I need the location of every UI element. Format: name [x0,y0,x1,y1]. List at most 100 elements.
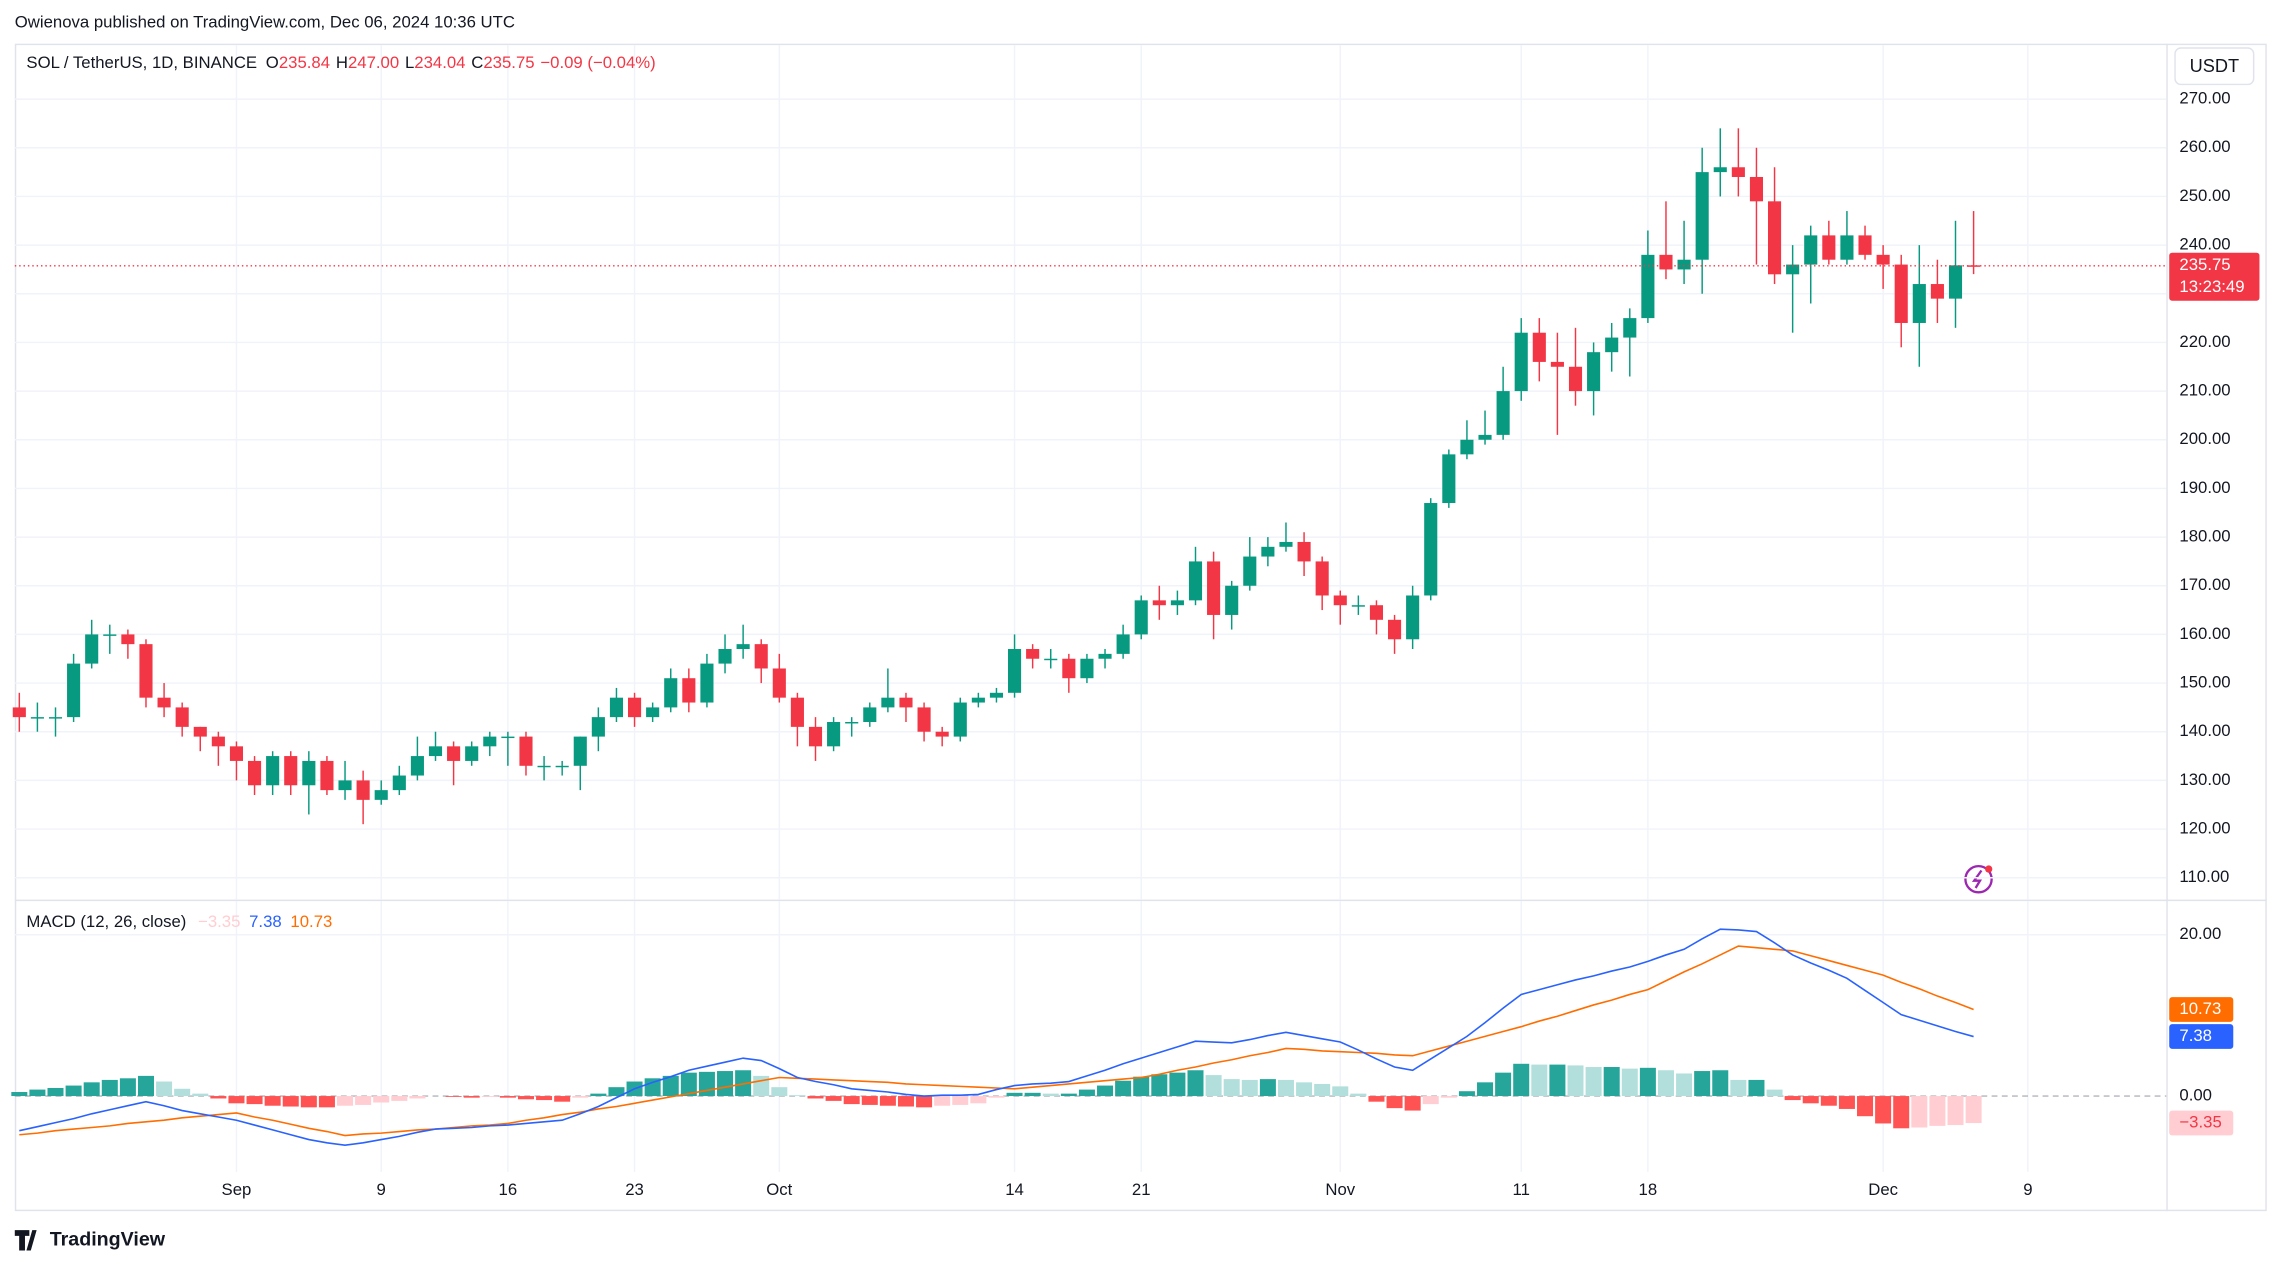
alert-icon[interactable] [1964,864,1993,894]
histogram-bar [680,1072,697,1097]
y-tick-label: 270.00 [2179,89,2230,108]
histogram-bar [1712,1070,1729,1097]
histogram-bar [1531,1064,1548,1097]
candle-body [1243,556,1257,586]
candle-body [754,644,768,669]
x-tick-label: Nov [1325,1180,1355,1199]
candle-body [447,746,461,761]
x-tick-label: 23 [625,1180,644,1199]
histogram-bar [1223,1079,1240,1097]
histogram-bar [807,1096,824,1099]
y-tick-label: 200.00 [2179,429,2230,448]
candle-body [1188,561,1203,601]
x-tick-label: Oct [766,1180,792,1199]
histogram-bar [264,1096,281,1106]
histogram-bar [318,1096,335,1108]
y-tick-label: 170.00 [2179,575,2230,594]
x-tick-label: 18 [1639,1180,1658,1199]
candle-body [1749,176,1764,202]
candle-body [1713,167,1727,173]
candle-body [1967,265,1981,267]
symbol: SOL / TetherUS, 1D, BINANCE [26,53,257,72]
histogram-bar [1259,1079,1276,1097]
histogram-bar [1386,1096,1403,1109]
candle-body [211,736,225,747]
candle-body [1424,503,1438,596]
candle-body [1840,235,1854,260]
signal-value-box [2169,997,2234,1022]
candle-body [1406,595,1420,640]
currency-button[interactable] [2174,47,2255,86]
candle-body [537,765,551,768]
histogram-bar [1766,1089,1783,1097]
candle-body [808,726,823,747]
candle-body [881,697,895,708]
candle-body [193,726,207,737]
candle-body [827,722,841,747]
signal-line [19,945,1974,1137]
candle-body [1279,541,1293,547]
candle-body [845,722,859,724]
macd-value-box [2169,1024,2234,1049]
histogram-bar [608,1087,625,1097]
candle-body [465,746,479,761]
candle-body [1098,653,1112,659]
candle-body [1912,284,1926,323]
candle-body [1786,264,1800,275]
candle-body [1641,254,1655,319]
alert-circle[interactable] [1964,864,1993,894]
histogram-bar [391,1096,408,1101]
candle-body [1478,434,1492,440]
candle-body [1767,201,1782,275]
alert-dot[interactable] [1985,865,1993,873]
y-tick-label: 220.00 [2179,332,2230,351]
candle-body [1496,391,1510,435]
y-tick-label: 190.00 [2179,478,2230,497]
histogram-bar [825,1096,842,1101]
histogram-bar [47,1087,64,1097]
histogram-bar [463,1096,480,1098]
currency-label[interactable]: USDT [2190,56,2240,76]
candle-body [1677,259,1691,270]
histogram-bar [717,1071,734,1097]
histogram-value-box [2169,1110,2234,1136]
candle-body [790,697,804,727]
x-tick-label: Dec [1868,1180,1898,1199]
candle-body [971,697,985,703]
candle-body [899,697,913,708]
candle-body [374,790,388,800]
histogram-bar [970,1096,987,1104]
candle-body [1822,235,1836,260]
histogram-bar [1241,1079,1258,1097]
candle-body [1261,546,1275,557]
histogram-bar [1024,1092,1041,1097]
candle-body [1351,605,1365,607]
x-tick-label: 14 [1005,1180,1024,1199]
candle-body [555,765,569,768]
legend-value: 235.84 [279,53,330,72]
signal-value: 10.73 [290,912,332,931]
y-tick-label: 110.00 [2179,867,2229,886]
histogram-bar [1549,1064,1566,1097]
candle-body [1333,595,1347,606]
histogram-bar [1458,1091,1475,1097]
histogram-bar [934,1096,951,1106]
histogram-bar [517,1096,534,1100]
histogram-bar [1857,1096,1874,1117]
macd-value: 7.38 [249,912,282,931]
histogram-bar [1603,1067,1620,1097]
x-tick-label: 9 [2023,1180,2032,1199]
histogram-bar [1694,1071,1711,1097]
candle-body [157,697,171,708]
last-price-box [2169,252,2260,301]
histogram-bar [137,1075,154,1097]
y-tick-label: 120.00 [2179,818,2230,837]
candle-body [428,746,443,757]
histogram-bar [409,1096,426,1099]
candle-body [12,707,26,718]
histogram-bar [1277,1079,1294,1097]
candle-body [1894,264,1908,323]
alert-bolt[interactable] [1971,869,1983,889]
candle-body [573,736,587,766]
candle-body [1062,658,1076,679]
